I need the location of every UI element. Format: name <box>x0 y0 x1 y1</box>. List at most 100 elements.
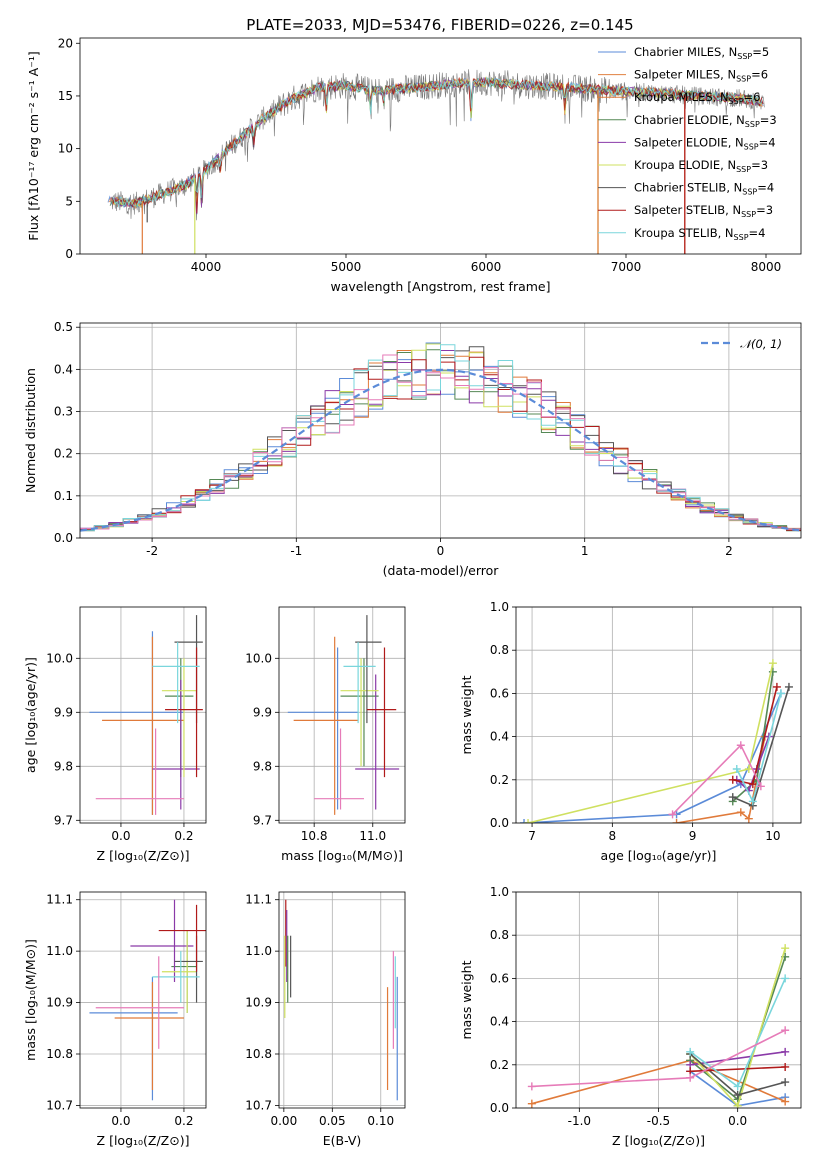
mass_vs_ebv-frame <box>278 891 406 1109</box>
mass_vs_Z-xlabel: Z [log₁₀(Z/Z⊙)] <box>97 1133 190 1148</box>
errorbar-point <box>114 982 184 1090</box>
x-tick-label: 0.0 <box>111 829 130 843</box>
errorbar-point <box>152 642 200 724</box>
x-tick-label: 0.0 <box>728 1114 747 1128</box>
legend-entry: Kroupa MILES, NSSP=6 <box>634 90 760 106</box>
x-tick-label: -2 <box>146 544 158 558</box>
y-tick-label: 0.0 <box>490 816 509 830</box>
y-tick-label: 0.5 <box>54 320 73 334</box>
weight_vs_Z-ylabel: mass weight <box>459 960 474 1039</box>
weight-marker <box>733 1091 742 1100</box>
y-tick-label: 0.2 <box>54 447 73 461</box>
x-tick-label: 10.8 <box>301 829 328 843</box>
age_vs_Z-ylabel: age [log₁₀(age/yr)] <box>23 657 38 773</box>
y-tick-label: 11.1 <box>245 893 272 907</box>
errorbar-point <box>355 615 382 724</box>
x-tick-label: 0.10 <box>367 1114 394 1128</box>
x-tick-label: -1.0 <box>568 1114 591 1128</box>
spectrum-xlabel: wavelength [Angstrom, rest frame] <box>330 279 550 294</box>
residuals-ylabel: Normed distribution <box>23 368 38 493</box>
x-tick-label: 7000 <box>611 260 642 274</box>
legend-entry: Salpeter STELIB, NSSP=3 <box>634 203 773 219</box>
y-tick-label: 0.2 <box>490 1058 509 1072</box>
weight-marker <box>686 1047 695 1056</box>
weight_vs_age-frame <box>515 606 802 824</box>
residuals-frame <box>79 322 802 539</box>
y-tick-label: 0 <box>65 247 73 261</box>
weight-marker <box>772 682 781 691</box>
x-tick-label: 4000 <box>191 260 222 274</box>
spectrum-model-line <box>112 76 764 214</box>
errorbar-point <box>165 658 194 778</box>
weight_vs_age-ylabel: mass weight <box>459 675 474 754</box>
y-tick-label: 0.6 <box>490 971 509 985</box>
y-tick-label: 11.0 <box>46 944 73 958</box>
errorbar-point <box>161 930 197 1013</box>
weight-marker <box>781 1078 790 1087</box>
x-tick-label: 8000 <box>751 260 782 274</box>
errorbar-point <box>89 976 178 1101</box>
legend-entry: Kroupa STELIB, NSSP=4 <box>634 226 765 242</box>
errorbar-point <box>158 904 206 972</box>
weight-marker <box>781 944 790 953</box>
weight-marker <box>728 775 737 784</box>
weight-marker <box>744 814 753 823</box>
weight-marker <box>668 810 677 819</box>
y-tick-label: 0.4 <box>490 1015 509 1029</box>
y-tick-label: 9.7 <box>253 813 272 827</box>
weight_vs_age-axes <box>512 606 801 827</box>
x-tick-label: 0.2 <box>174 1114 193 1128</box>
weight-marker <box>756 782 765 791</box>
x-tick-label: 1 <box>581 544 589 558</box>
errorbar-point <box>293 636 359 815</box>
errorbar-point <box>152 951 200 1003</box>
errorbar-point <box>343 642 376 724</box>
x-tick-label: 0.0 <box>111 1114 130 1128</box>
y-tick-label: 0.3 <box>54 405 73 419</box>
mass_vs_Z-ylabel: mass [log₁₀(M/M⊙)] <box>23 939 38 1061</box>
histogram-step-line <box>80 344 801 532</box>
weight-marker <box>781 1026 790 1035</box>
x-tick-label: 5000 <box>331 260 362 274</box>
weight-marker <box>520 819 529 823</box>
age_vs_mass-xlabel: mass [log₁₀(M/M⊙)] <box>281 848 403 863</box>
y-tick-label: 0.4 <box>54 362 73 376</box>
y-tick-label: 1.0 <box>490 885 509 899</box>
weight-marker <box>686 1073 695 1082</box>
gaussian-curve <box>80 368 801 532</box>
spectrum-model-line <box>113 77 763 209</box>
age_vs_Z-xlabel: Z [log₁₀(Z/Z⊙)] <box>97 848 190 863</box>
y-tick-label: 1.0 <box>490 600 509 614</box>
y-tick-label: 10.8 <box>46 1047 73 1061</box>
weight-marker <box>527 1099 536 1108</box>
spectrum-ylabel: Flux [fλ10⁻¹⁷ erg cm⁻² s⁻¹ A⁻¹] <box>26 51 41 240</box>
errorbar-point <box>89 631 184 815</box>
legend-entry: Kroupa ELODIE, NSSP=3 <box>634 158 768 174</box>
residuals-axes <box>76 323 801 542</box>
mass_vs_Z-axes <box>76 892 206 1112</box>
weight_vs_Z-frame <box>515 891 802 1109</box>
x-tick-label: 8 <box>609 829 617 843</box>
weight-marker <box>748 780 757 789</box>
weight-marker <box>776 689 785 698</box>
weight-marker <box>784 682 793 691</box>
y-tick-label: 10.9 <box>46 996 73 1010</box>
weight-marker <box>781 974 790 983</box>
y-tick-label: 9.7 <box>54 813 73 827</box>
errorbar-point <box>95 728 184 815</box>
y-tick-label: 0.1 <box>54 489 73 503</box>
y-tick-label: 15 <box>58 89 73 103</box>
weight-line <box>736 736 770 792</box>
x-tick-label: 0.2 <box>174 829 193 843</box>
y-tick-label: 0.0 <box>54 531 73 545</box>
y-tick-label: 11.1 <box>46 893 73 907</box>
errorbar-point <box>165 647 203 778</box>
y-tick-label: 0.0 <box>490 1101 509 1115</box>
weight-marker <box>768 659 777 668</box>
legend-entry: Salpeter ELODIE, NSSP=4 <box>634 135 776 151</box>
weight-marker <box>736 808 745 817</box>
errorbar-point <box>355 674 400 810</box>
errorbar-point <box>366 647 397 778</box>
errorbar-point <box>340 658 379 767</box>
